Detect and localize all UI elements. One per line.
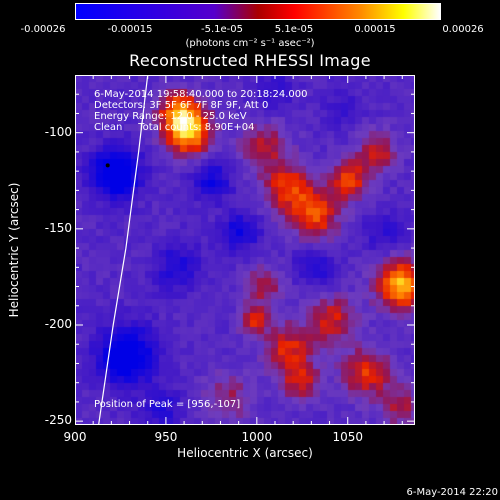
colorbar: [75, 3, 441, 20]
clean-counts-label: Clean Total counts: 8.90E+04: [94, 122, 255, 133]
y-axis-label: Heliocentric Y (arcsec): [7, 182, 21, 318]
heatmap-image: [75, 75, 415, 425]
y-tick-label: -150: [44, 220, 72, 235]
peak-marker: [105, 163, 110, 168]
y-tick-label: -100: [44, 124, 72, 139]
detectors-label: Detectors: 3F 5F 6F 7F 8F 9F, Att 0: [94, 100, 269, 111]
plot-overlay: [75, 75, 415, 425]
peak-position-label: Position of Peak = [956,-107]: [94, 399, 241, 410]
timestamp: 6-May-2014 22:20: [406, 487, 498, 498]
solar-limb-line: [98, 75, 149, 425]
colorbar-units: (photons cm⁻² s⁻¹ asec⁻²): [185, 38, 315, 49]
energy-range-label: Energy Range: 12.0 - 25.0 keV: [94, 111, 247, 122]
y-tick-label: -250: [44, 413, 72, 428]
plot-frame: [75, 75, 415, 425]
colorbar-tick: 5.1e-05: [274, 24, 314, 35]
x-axis-label: Heliocentric X (arcsec): [177, 446, 313, 460]
x-tick-label: 900: [63, 430, 87, 444]
colorbar-tick: 0.00026: [442, 24, 484, 35]
colorbar-ticks: -0.00026 -0.00015 -5.1e-05 5.1e-05 0.000…: [0, 24, 500, 38]
x-tick-label: 1000: [241, 430, 273, 444]
colorbar-tick: -5.1e-05: [201, 24, 243, 35]
chart-title: Reconstructed RHESSI Image: [129, 51, 371, 70]
x-tick-label: 950: [154, 430, 178, 444]
y-tick-label: -200: [44, 317, 72, 331]
time-range-label: 6-May-2014 19:58:40.000 to 20:18:24.000: [94, 89, 308, 100]
x-tick-label: 1050: [332, 430, 363, 444]
colorbar-tick: 0.00015: [354, 24, 396, 35]
axis-ticks: [75, 75, 415, 425]
colorbar-tick: -0.00015: [107, 24, 153, 35]
colorbar-tick: -0.00026: [20, 24, 66, 35]
